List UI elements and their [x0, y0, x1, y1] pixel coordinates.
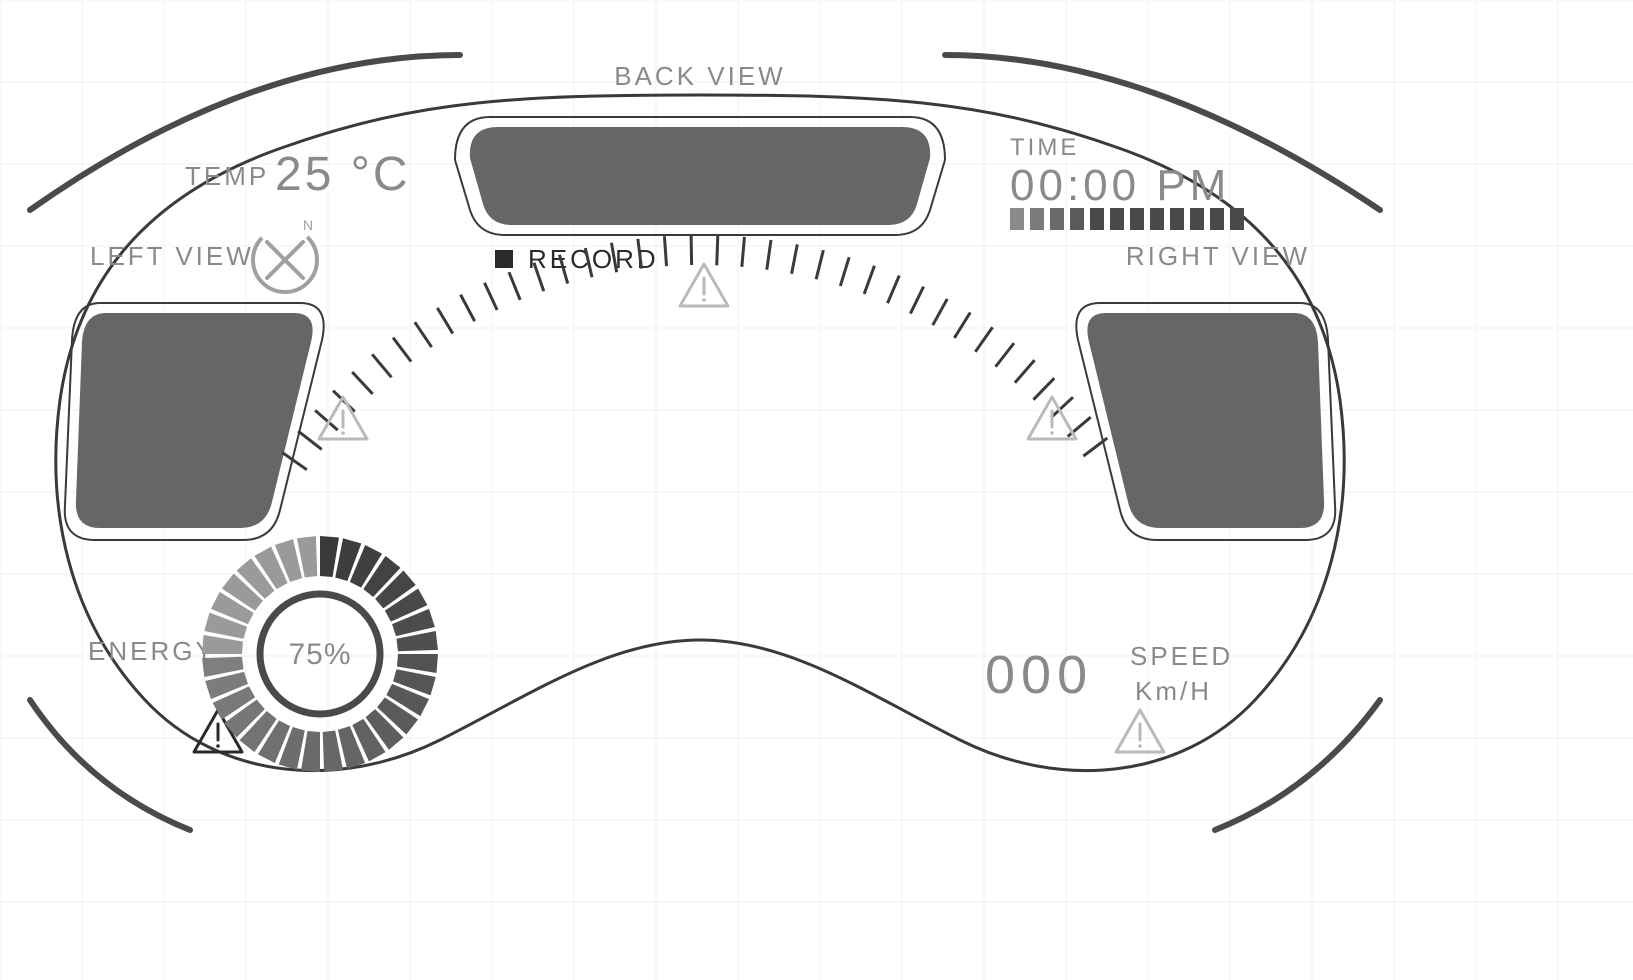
speed-label: SPEED	[1130, 641, 1233, 671]
warning-icon	[1028, 397, 1076, 439]
time-label: TIME	[1010, 134, 1079, 161]
right-view-label: RIGHT VIEW	[1126, 241, 1310, 271]
record-icon	[495, 250, 513, 268]
compass-icon: N	[240, 215, 331, 306]
warning-icon	[319, 397, 367, 439]
svg-text:N: N	[303, 217, 313, 233]
left-view-label: LEFT VIEW	[90, 241, 254, 271]
temp-value: 25 °C	[275, 148, 411, 201]
energy-label: ENERGY	[88, 636, 216, 666]
time-bars	[1010, 208, 1244, 230]
back-view-panel[interactable]	[455, 117, 945, 235]
left-view-panel[interactable]	[65, 303, 324, 540]
back-view-label: BACK VIEW	[614, 61, 785, 91]
speed-readout: 000 SPEED Km/H	[985, 641, 1233, 706]
energy-value: 75%	[288, 638, 351, 671]
warning-icon	[680, 264, 728, 306]
time-value: 00:00 PM	[1010, 161, 1230, 210]
record-indicator[interactable]: RECORD	[495, 244, 659, 274]
speed-unit: Km/H	[1135, 676, 1212, 706]
speed-value: 000	[985, 645, 1093, 705]
temp-label: TEMP	[185, 161, 269, 191]
warning-icon	[1116, 710, 1164, 752]
right-view-panel[interactable]	[1076, 303, 1335, 540]
